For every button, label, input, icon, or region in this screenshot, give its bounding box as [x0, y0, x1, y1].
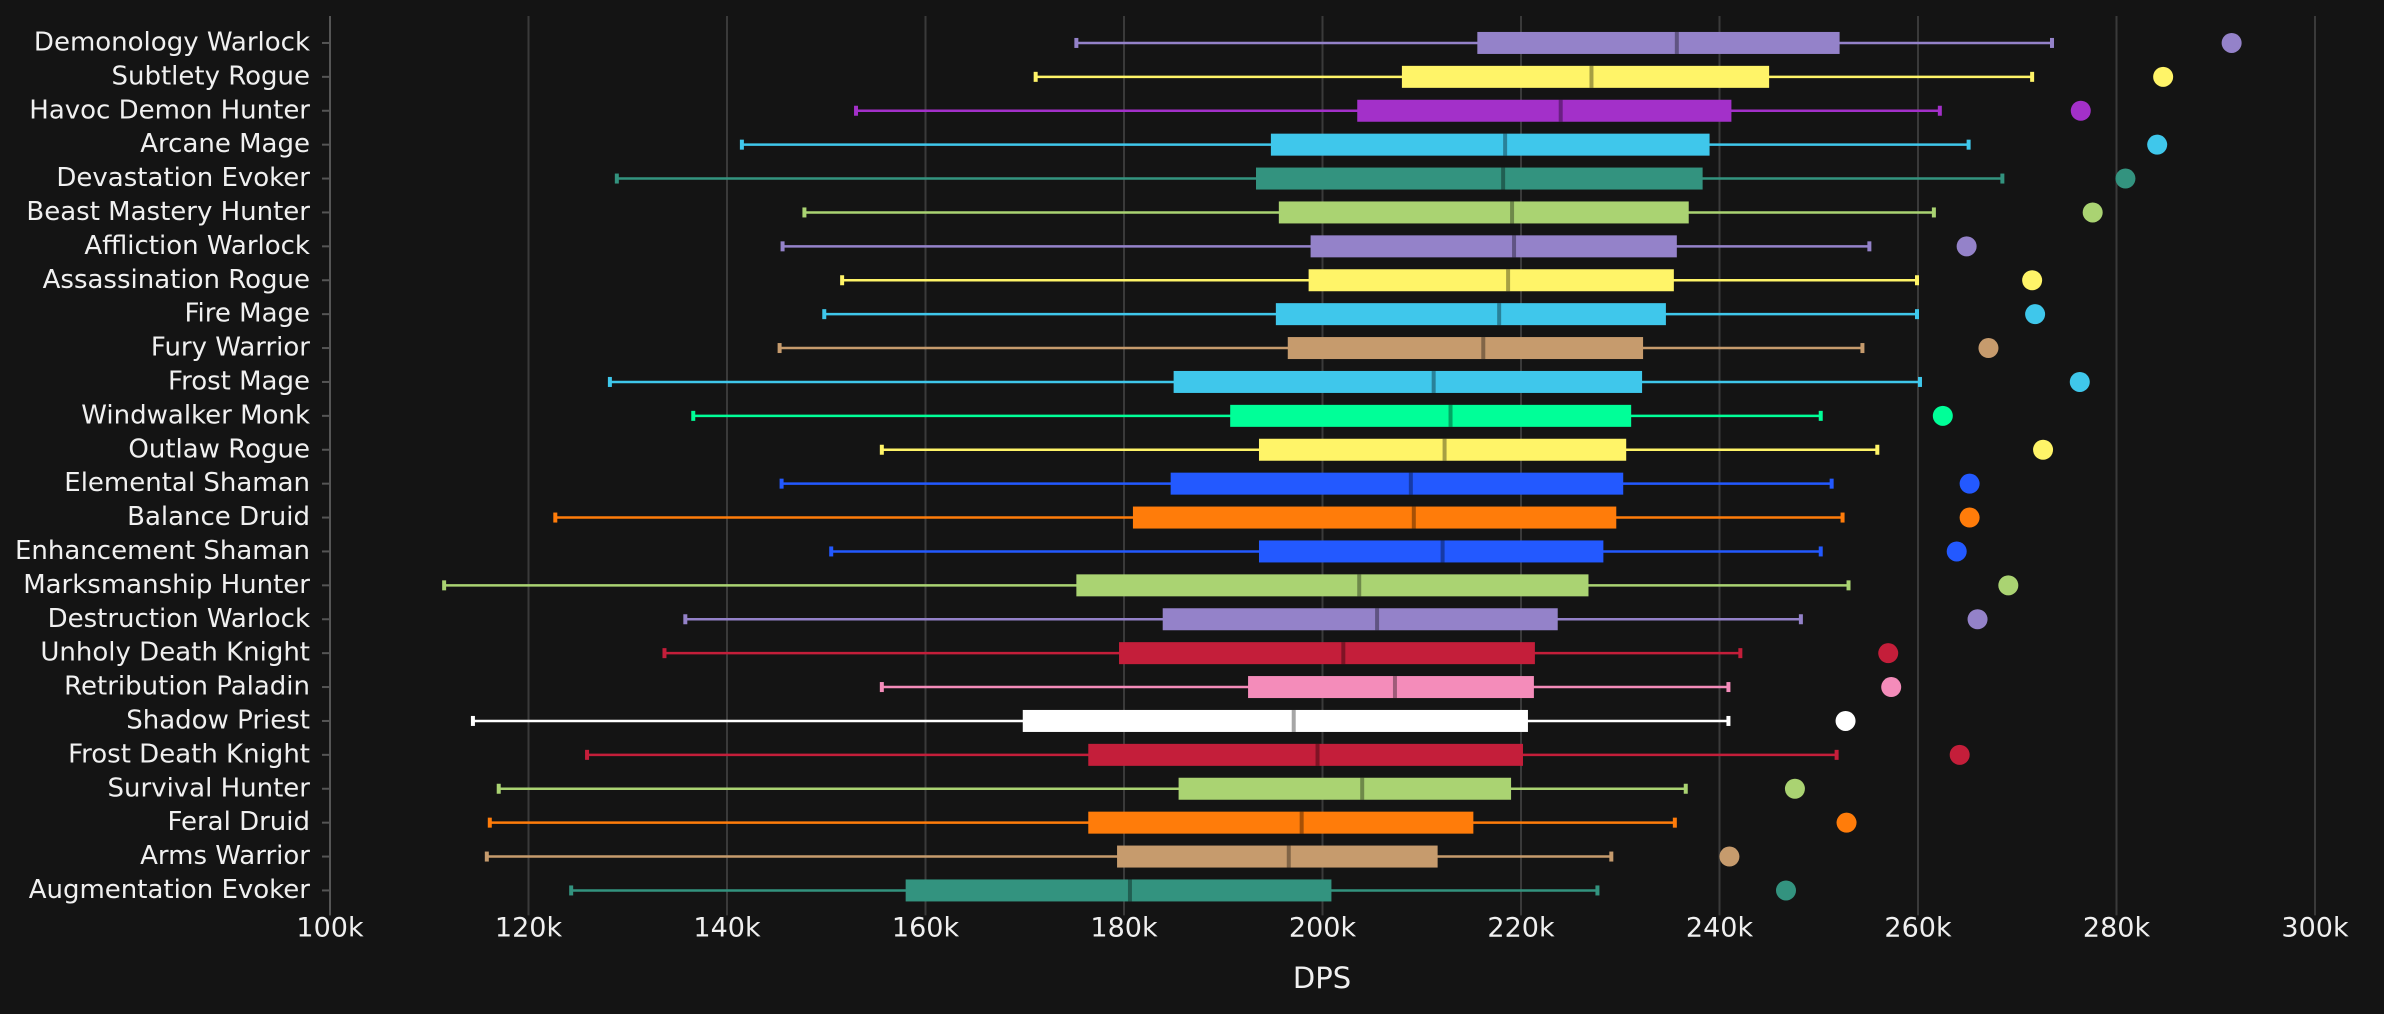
box: [1357, 99, 1732, 122]
max-dot: [2082, 202, 2103, 223]
max-dot: [2221, 32, 2242, 53]
max-dot: [2115, 168, 2136, 189]
y-tick-label: Arcane Mage: [140, 129, 310, 159]
box: [1270, 133, 1710, 156]
y-tick-label: Destruction Warlock: [48, 604, 310, 634]
y-tick-label: Unholy Death Knight: [40, 638, 310, 668]
x-tick-label: 240k: [1686, 913, 1754, 944]
box: [1278, 201, 1689, 224]
box: [1117, 845, 1438, 868]
max-dot: [1956, 236, 1977, 257]
y-tick-label: Enhancement Shaman: [15, 536, 310, 566]
box: [1287, 337, 1644, 360]
max-dot: [1998, 575, 2019, 596]
x-tick-label: 280k: [2083, 913, 2151, 944]
x-tick-label: 180k: [1090, 913, 1158, 944]
max-dot: [1959, 507, 1980, 528]
box: [1248, 676, 1534, 699]
max-dot: [1835, 710, 1856, 731]
max-dot: [1775, 880, 1796, 901]
max-dot: [1967, 609, 1988, 630]
y-tick-label: Subtlety Rogue: [111, 61, 310, 91]
box: [1258, 438, 1627, 461]
box: [1310, 235, 1677, 258]
x-tick-label: 220k: [1487, 913, 1555, 944]
box: [1170, 472, 1624, 495]
box: [1308, 269, 1674, 292]
x-tick-label: 120k: [495, 913, 563, 944]
box: [1162, 608, 1558, 631]
box: [1258, 540, 1604, 563]
box: [1088, 743, 1523, 766]
max-dot: [1836, 812, 1857, 833]
max-dot: [1978, 338, 1999, 359]
x-tick-label: 140k: [693, 913, 761, 944]
y-tick-label: Fire Mage: [184, 299, 310, 329]
y-tick-label: Windwalker Monk: [81, 400, 310, 430]
y-tick-label: Beast Mastery Hunter: [26, 197, 310, 227]
y-tick-label: Feral Druid: [167, 807, 310, 837]
max-dot: [1881, 677, 1902, 698]
max-dot: [2153, 66, 2174, 87]
max-dot: [1932, 405, 1953, 426]
max-dot: [2025, 304, 2046, 325]
y-tick-label: Elemental Shaman: [64, 468, 310, 498]
max-dot: [2033, 439, 2054, 460]
x-tick-label: 300k: [2281, 913, 2349, 944]
max-dot: [2069, 371, 2090, 392]
box: [1076, 574, 1589, 597]
x-axis-title: DPS: [1293, 961, 1351, 995]
y-tick-label: Retribution Paladin: [64, 672, 310, 702]
x-tick-label: 160k: [892, 913, 960, 944]
y-tick-label: Fury Warrior: [151, 333, 310, 363]
y-tick-label: Marksmanship Hunter: [23, 570, 310, 600]
y-tick-label: Balance Druid: [127, 502, 310, 532]
x-tick-label: 260k: [1884, 913, 1952, 944]
max-dot: [1946, 541, 1967, 562]
y-tick-label: Assassination Rogue: [43, 265, 310, 295]
box: [905, 879, 1332, 902]
box: [1275, 303, 1666, 326]
max-dot: [2022, 270, 2043, 291]
box: [1119, 642, 1535, 665]
box: [1173, 370, 1643, 393]
box: [1230, 404, 1632, 427]
max-dot: [1959, 473, 1980, 494]
y-tick-label: Demonology Warlock: [34, 27, 310, 57]
x-tick-label: 200k: [1289, 913, 1357, 944]
max-dot: [2147, 134, 2168, 155]
y-tick-label: Frost Death Knight: [68, 739, 310, 769]
box: [1401, 65, 1770, 88]
box: [1088, 811, 1474, 834]
y-tick-label: Frost Mage: [168, 366, 310, 396]
y-tick-label: Augmentation Evoker: [29, 875, 311, 905]
x-tick-label: 100k: [296, 913, 364, 944]
max-dot: [1949, 744, 1970, 765]
box: [1178, 777, 1512, 800]
y-tick-label: Devastation Evoker: [56, 163, 310, 193]
y-tick-label: Arms Warrior: [140, 841, 310, 871]
y-tick-label: Affliction Warlock: [84, 231, 310, 261]
y-tick-label: Outlaw Rogue: [128, 434, 310, 464]
box: [1477, 31, 1840, 54]
max-dot: [1878, 643, 1899, 664]
y-tick-label: Shadow Priest: [126, 705, 310, 735]
box: [1132, 506, 1617, 529]
box: [1022, 709, 1528, 732]
max-dot: [1719, 846, 1740, 867]
max-dot: [2070, 100, 2091, 121]
y-tick-label: Havoc Demon Hunter: [29, 95, 310, 125]
box: [1256, 167, 1703, 190]
y-tick-label: Survival Hunter: [108, 773, 311, 803]
max-dot: [1784, 778, 1805, 799]
